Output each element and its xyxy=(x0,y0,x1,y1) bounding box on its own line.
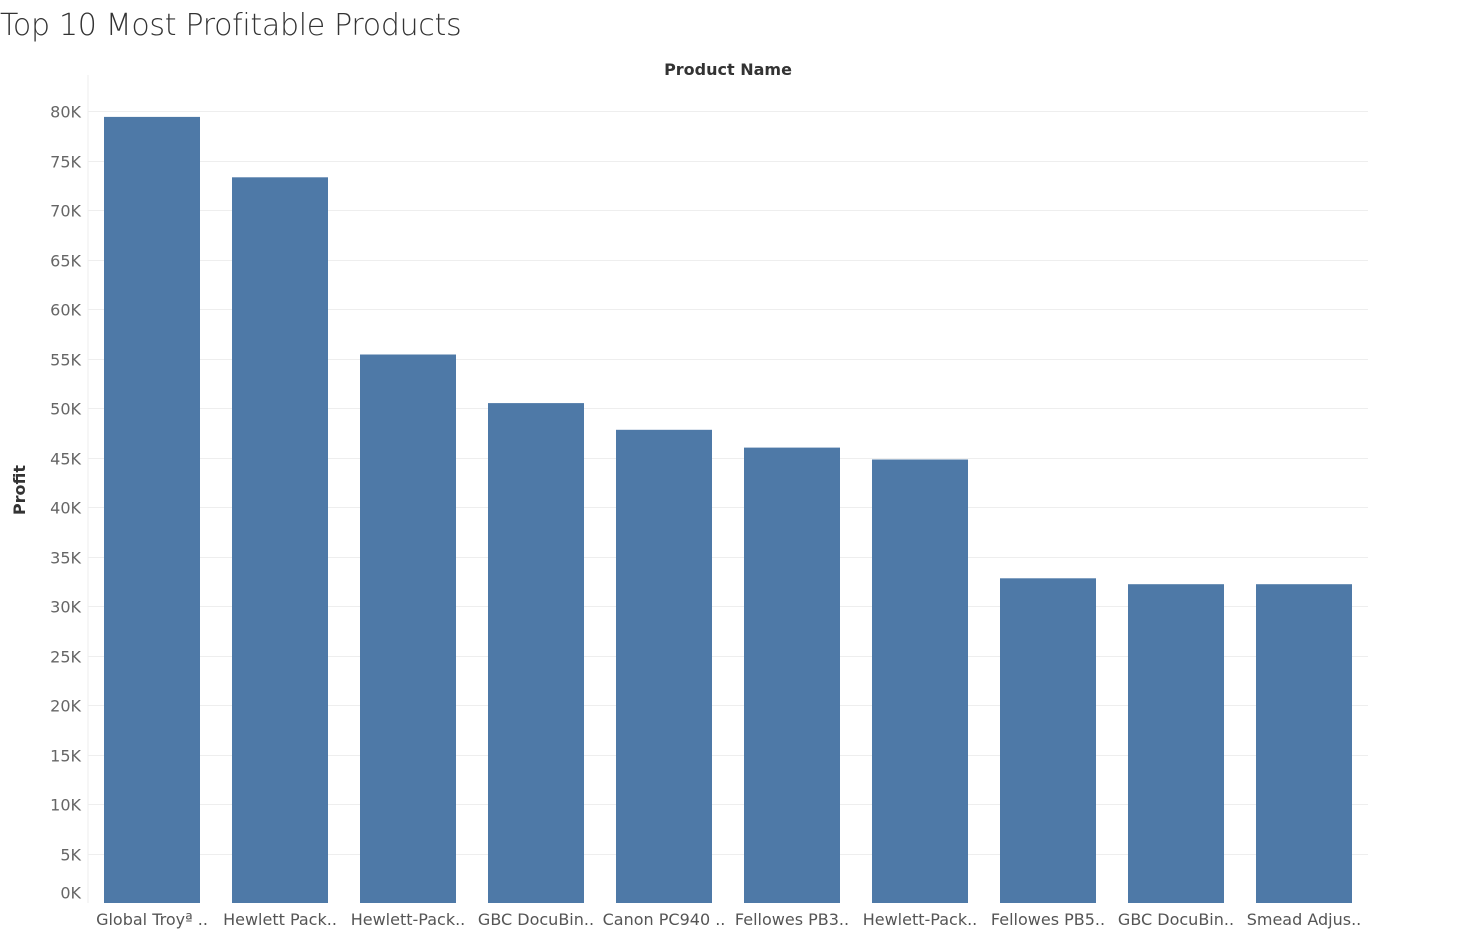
y-axis-title: Profit xyxy=(10,465,29,515)
x-tick-label: GBC DocuBin.. xyxy=(478,910,594,929)
x-tick-label: Hewlett-Pack.. xyxy=(351,910,466,929)
bar[interactable] xyxy=(1000,578,1096,903)
bar[interactable] xyxy=(872,459,968,904)
bar[interactable] xyxy=(616,429,712,903)
y-tick-label: 35K xyxy=(50,549,81,568)
y-tick-label: 40K xyxy=(50,499,81,518)
x-axis-title: Product Name xyxy=(664,60,792,79)
bar[interactable] xyxy=(1256,584,1352,903)
x-tick-label: GBC DocuBin.. xyxy=(1118,910,1234,929)
y-tick-label: 65K xyxy=(50,252,81,271)
x-tick-label: Smead Adjus.. xyxy=(1247,910,1362,929)
y-tick-label: 70K xyxy=(50,202,81,221)
x-tick-label: Canon PC940 .. xyxy=(603,910,726,929)
y-tick-label: 5K xyxy=(60,846,81,865)
x-axis-labels: Global Troyª .. Hewlett Pack.. Hewlett-Pac… xyxy=(96,910,1361,929)
y-tick-label: 50K xyxy=(50,400,81,419)
y-tick-label: 30K xyxy=(50,598,81,617)
y-tick-label: 60K xyxy=(50,301,81,320)
y-axis-ticks: 0K 5K 10K 15K 20K 25K 30K 35K 40K 45K 50K 55K 60K 65K… xyxy=(50,103,81,903)
bar[interactable] xyxy=(104,116,200,903)
bar[interactable] xyxy=(360,354,456,904)
bar[interactable] xyxy=(488,403,584,903)
x-tick-label: Hewlett-Pack.. xyxy=(863,910,978,929)
x-tick-label: Fellowes PB5.. xyxy=(991,910,1105,929)
y-tick-label: 55K xyxy=(50,351,81,370)
y-tick-label: 80K xyxy=(50,103,81,122)
y-tick-label: 45K xyxy=(50,450,81,469)
y-tick-label: 10K xyxy=(50,796,81,815)
x-tick-label: Global Troyª .. xyxy=(96,910,208,929)
y-tick-label: 20K xyxy=(50,697,81,716)
y-tick-label: 15K xyxy=(50,747,81,766)
x-tick-label: Hewlett Pack.. xyxy=(223,910,337,929)
bar[interactable] xyxy=(232,177,328,904)
x-tick-label: Fellowes PB3.. xyxy=(735,910,849,929)
y-tick-label: 75K xyxy=(50,153,81,172)
bars xyxy=(104,116,1352,904)
y-tick-label: 0K xyxy=(60,884,81,903)
bar[interactable] xyxy=(1128,584,1224,903)
chart-title: Top 10 Most Profitable Products xyxy=(0,8,462,43)
y-tick-label: 25K xyxy=(50,648,81,667)
bar[interactable] xyxy=(744,447,840,903)
